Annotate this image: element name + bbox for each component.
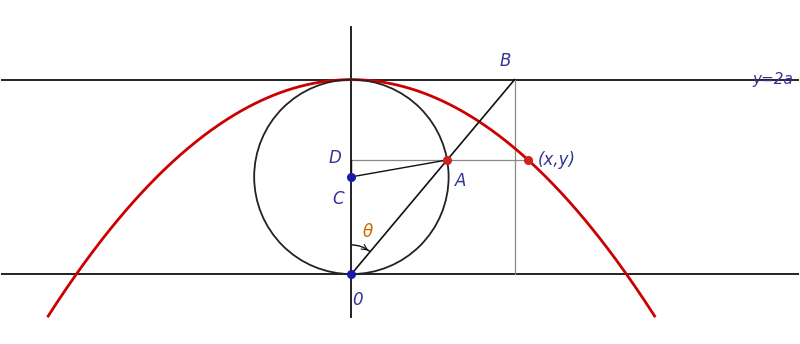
Text: θ: θ bbox=[363, 223, 373, 241]
Text: D: D bbox=[329, 149, 342, 167]
Text: C: C bbox=[332, 191, 344, 208]
Text: (x,y): (x,y) bbox=[538, 151, 576, 169]
Text: A: A bbox=[455, 172, 466, 190]
Text: 0: 0 bbox=[352, 291, 362, 309]
Text: B: B bbox=[499, 52, 510, 70]
Text: y=2a: y=2a bbox=[753, 72, 794, 87]
